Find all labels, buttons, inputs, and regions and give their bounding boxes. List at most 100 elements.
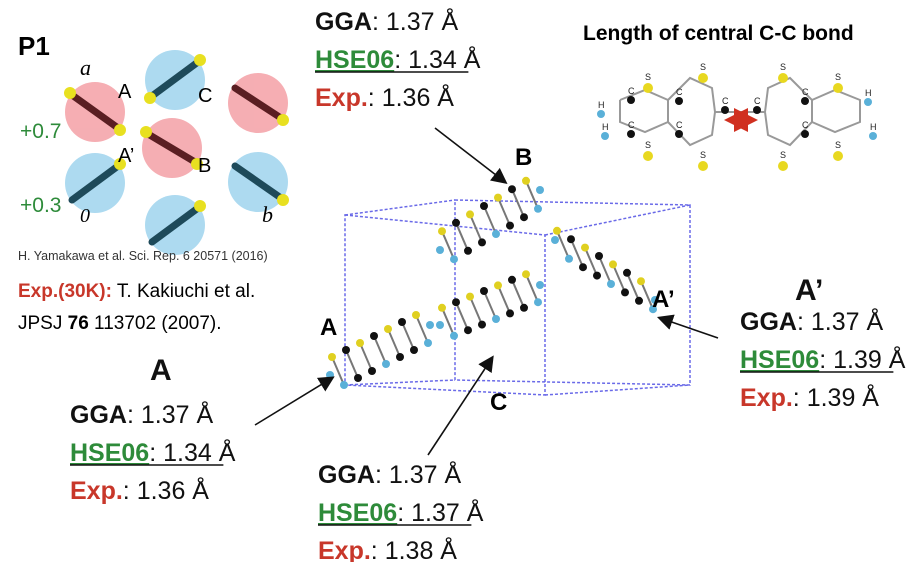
hse-value: : 1.37 Å — [397, 497, 483, 527]
hse-value: : 1.34 Å — [394, 44, 480, 74]
bond — [585, 248, 597, 276]
atom — [356, 339, 364, 347]
atom — [328, 353, 336, 361]
atom — [370, 332, 378, 340]
atom — [354, 374, 362, 382]
atom — [753, 106, 761, 114]
bond — [456, 302, 468, 330]
cell-label: B — [515, 144, 532, 171]
atom-label: S — [835, 140, 841, 150]
atom — [326, 371, 334, 379]
atom — [627, 96, 635, 104]
gga-line: GGA: 1.37 Å — [315, 6, 458, 36]
bond — [526, 274, 538, 302]
gga-value: : 1.37 Å — [797, 306, 883, 336]
atom — [579, 263, 587, 271]
atom — [522, 270, 530, 278]
inset-title: P1 — [18, 31, 50, 61]
exp-label: Exp. — [740, 384, 793, 412]
bond — [346, 350, 358, 378]
atom — [478, 238, 486, 246]
atom-label: C — [676, 87, 683, 97]
atom — [565, 255, 573, 263]
hse-line: HSE06: 1.34 Å — [315, 44, 481, 74]
gga-value: : 1.37 Å — [127, 399, 213, 429]
atom — [601, 132, 609, 140]
atom — [801, 130, 809, 138]
site-label: A — [118, 81, 132, 103]
atom-label: H — [598, 100, 605, 110]
atom — [506, 309, 514, 317]
site-label: A’ — [118, 145, 134, 167]
hse-line: HSE06: 1.37 Å — [318, 497, 484, 527]
atom — [698, 73, 708, 83]
atom — [466, 293, 474, 301]
gga-line: GGA: 1.37 Å — [70, 399, 213, 429]
atom — [494, 194, 502, 202]
axis-a: a — [80, 55, 91, 80]
bond — [512, 189, 524, 217]
atom — [424, 339, 432, 347]
atom — [438, 227, 446, 235]
atom — [450, 332, 458, 340]
citation: H. Yamakawa et al. Sci. Rep. 6 20571 (20… — [18, 249, 268, 263]
exp-label: Exp. — [318, 537, 371, 562]
atom — [464, 326, 472, 334]
atom — [480, 202, 488, 210]
atom-label: H — [870, 122, 877, 132]
atom — [551, 236, 559, 244]
cell-label: A’ — [652, 286, 675, 313]
hse-line: HSE06: 1.34 Å — [70, 437, 236, 467]
exp-label: Exp. — [315, 84, 368, 112]
atom — [609, 260, 617, 268]
atom-label: C — [628, 86, 635, 96]
atom — [478, 321, 486, 329]
atom-label: H — [865, 88, 872, 98]
atom-label: S — [780, 150, 786, 160]
journal: JPSJ — [18, 313, 68, 334]
exp-value: : 1.39 Å — [793, 382, 879, 412]
atom — [412, 311, 420, 319]
hse-value: : 1.39 Å — [819, 344, 905, 374]
atom — [396, 353, 404, 361]
atom — [410, 346, 418, 354]
atom — [833, 151, 843, 161]
atom — [534, 298, 542, 306]
bond — [442, 308, 454, 336]
atom — [833, 83, 843, 93]
atom — [464, 247, 472, 255]
atom — [480, 287, 488, 295]
atom — [426, 321, 434, 329]
reference: Exp.(30K): T. Kakiuchi et al. — [18, 281, 255, 302]
gga-line: GGA: 1.37 Å — [740, 306, 883, 336]
atom — [534, 205, 542, 213]
atom — [698, 161, 708, 171]
atom-label: S — [835, 72, 841, 82]
molecule: SSSSSSSSCCCCCCCCHHHH — [597, 62, 877, 171]
atom — [466, 210, 474, 218]
atom — [398, 318, 406, 326]
atom — [597, 110, 605, 118]
bond — [470, 297, 482, 325]
atom — [494, 281, 502, 289]
bond — [374, 336, 386, 364]
exp-line: Exp.: 1.36 Å — [315, 82, 454, 112]
gga-label: GGA — [70, 401, 127, 429]
gga-line: GGA: 1.37 Å — [318, 459, 461, 489]
hse-label: HSE06 — [740, 346, 819, 374]
atom — [778, 73, 788, 83]
atom — [635, 297, 643, 305]
reference-journal: JPSJ 76 113702 (2007). — [18, 313, 222, 334]
bond — [484, 291, 496, 319]
atom — [508, 185, 516, 193]
atom — [721, 106, 729, 114]
exp-line: Exp.: 1.38 Å — [318, 535, 457, 562]
exp-label: Exp. — [70, 477, 123, 505]
exp-value: : 1.38 Å — [371, 535, 457, 562]
atom-label: S — [700, 150, 706, 160]
atom — [643, 151, 653, 161]
bond — [498, 198, 510, 226]
bond — [627, 273, 639, 301]
origin: 0 — [80, 205, 90, 227]
atom — [675, 130, 683, 138]
